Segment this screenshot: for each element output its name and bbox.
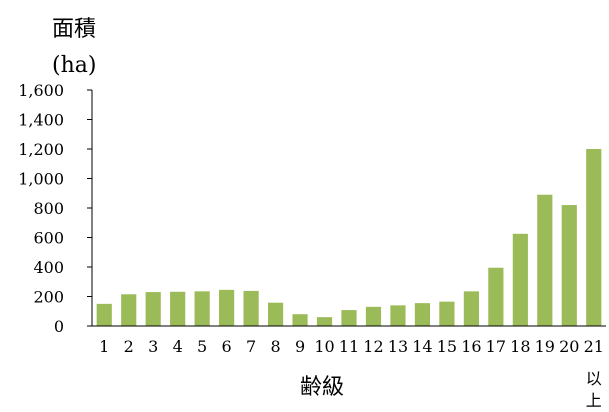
x-tick-label-suffix: 以 [586,369,602,388]
bar-10 [316,317,333,326]
bar-6 [219,289,235,326]
y-tick-label: 400 [33,258,64,277]
x-tick-label: 17 [486,337,506,356]
bar-13 [390,305,406,326]
bar-19 [537,194,553,326]
y-axis-title-line2: (ha) [52,53,96,78]
bar-16 [463,291,479,326]
bar-7 [243,290,259,326]
x-tick-label: 10 [314,337,334,356]
x-tick-label: 8 [270,337,280,356]
y-tick-label: 600 [33,229,64,248]
bar-2 [121,294,137,326]
bar-3 [145,292,161,326]
bar-1 [96,303,112,326]
bar-21 [586,149,602,326]
y-tick-label: 200 [33,288,64,307]
bar-15 [439,301,455,326]
x-tick-label: 7 [246,337,256,356]
bar-12 [365,306,382,326]
x-tick-label: 20 [559,337,579,356]
bar-14 [414,303,431,326]
x-tick-label: 9 [295,337,305,356]
x-tick-label: 14 [412,337,432,356]
x-tick-label: 16 [461,337,481,356]
x-tick-label-suffix: 上 [586,391,602,410]
bar-18 [512,233,528,326]
x-tick-label: 3 [148,337,158,356]
y-axis-title-line1: 面積 [52,17,96,42]
y-tick-label: 0 [54,317,64,336]
y-tick-label: 1,200 [18,140,64,159]
bar-5 [194,291,210,326]
x-tick-label: 19 [535,337,555,356]
x-tick-label: 18 [510,337,530,356]
bar-17 [488,267,504,326]
x-tick-label: 6 [222,337,232,356]
x-tick-label: 15 [437,337,457,356]
y-tick-label: 1,400 [18,111,64,130]
x-tick-label: 12 [363,337,383,356]
x-tick-label: 1 [99,337,109,356]
bar-4 [170,291,186,326]
x-axis-title: 齢級 [300,375,344,400]
y-tick-label: 1,600 [18,81,64,100]
bar-11 [341,310,357,326]
bars [96,149,602,326]
x-tick-label: 5 [197,337,207,356]
x-tick-label: 4 [173,337,183,356]
x-tick-label: 2 [124,337,134,356]
x-tick-label: 13 [388,337,408,356]
y-axis-ticks: 1,600 1,400 1,200 1,000 800 600 400 200 0 [18,81,92,336]
x-tick-label: 11 [339,337,359,356]
bar-20 [561,205,577,326]
bar-8 [267,302,284,326]
bar-9 [292,314,308,326]
y-tick-label: 1,000 [18,170,64,189]
x-tick-label: 21 [584,337,604,356]
y-tick-label: 800 [33,199,64,218]
